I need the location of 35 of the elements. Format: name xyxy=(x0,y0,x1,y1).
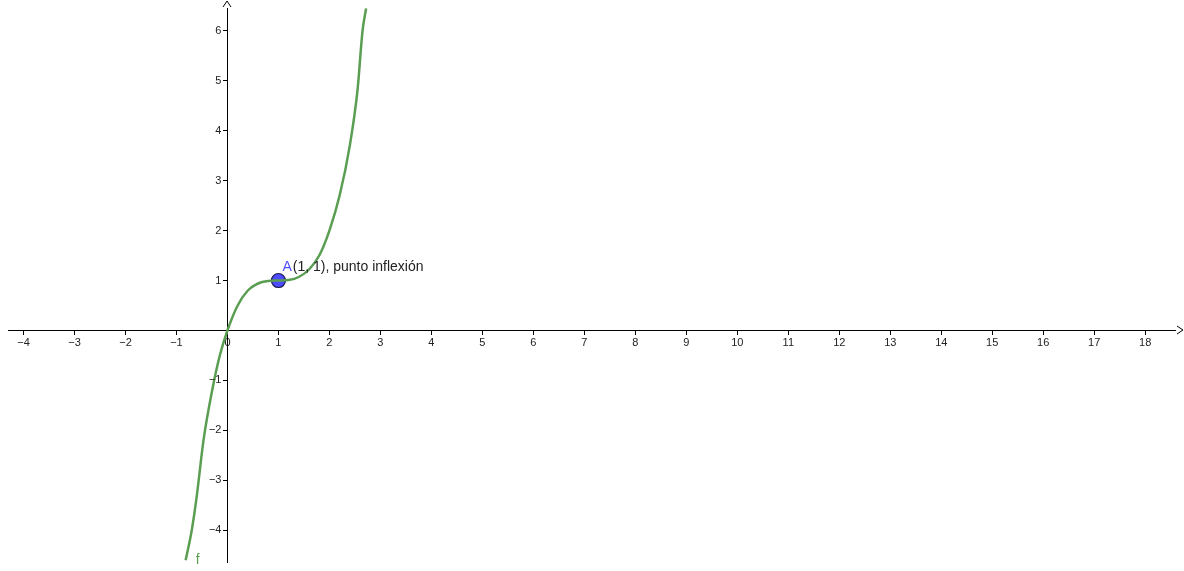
y-tick-label: 1 xyxy=(215,273,222,286)
x-tick-label: 7 xyxy=(581,336,588,349)
x-tick-label: 1 xyxy=(275,336,282,349)
x-tick-label: −3 xyxy=(68,336,81,349)
x-tick-label: 6 xyxy=(530,336,537,349)
x-tick-label: 16 xyxy=(1037,336,1050,349)
x-tick-label: 15 xyxy=(986,336,999,349)
x-tick-label: 9 xyxy=(683,336,690,349)
x-tick-label: 11 xyxy=(782,336,795,349)
x-tick-label: 12 xyxy=(833,336,846,349)
x-tick-label: 5 xyxy=(479,336,486,349)
y-tick-label: 5 xyxy=(215,73,222,86)
line-series xyxy=(184,8,368,562)
y-tick-label: 3 xyxy=(215,173,222,186)
series-label: f xyxy=(195,551,200,568)
x-tick-label: −1 xyxy=(170,336,183,349)
x-tick-label: 13 xyxy=(884,336,897,349)
y-tick-label: −4 xyxy=(208,523,222,536)
x-tick-label: −2 xyxy=(119,336,132,349)
y-tick-label: −3 xyxy=(208,473,222,486)
x-tick-label: 2 xyxy=(326,336,333,349)
y-tick-label: 2 xyxy=(215,223,222,236)
x-tick-label: 18 xyxy=(1139,336,1152,349)
series-label: A xyxy=(282,257,293,274)
x-tick-label: 3 xyxy=(377,336,384,349)
x-tick-label: 4 xyxy=(428,336,435,349)
x-tick-label: 8 xyxy=(632,336,639,349)
annotation: (1, 1), punto inflexión xyxy=(292,257,424,274)
y-tick-label: 6 xyxy=(215,23,222,36)
y-tick-label: −2 xyxy=(208,423,222,436)
x-tick-label: 17 xyxy=(1088,336,1101,349)
y-tick-label: 4 xyxy=(215,123,222,136)
x-tick-label: −4 xyxy=(17,336,30,349)
x-tick-label: 10 xyxy=(731,336,744,349)
x-tick-label: 14 xyxy=(935,336,948,349)
